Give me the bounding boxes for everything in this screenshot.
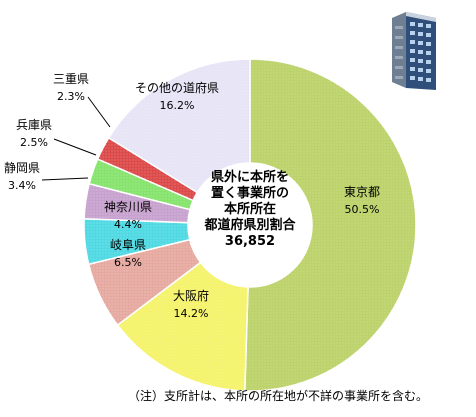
slice-label: 東京都 [344, 185, 380, 199]
center-label-line: 本所所在 [223, 202, 276, 217]
leader-line [41, 177, 89, 181]
center-label-line: 県外に本所を [210, 170, 289, 185]
slice-label: 三重県 [53, 72, 89, 86]
slice-texture [97, 137, 198, 201]
office-building-icon [392, 12, 436, 90]
slice-value-label: 4.4% [114, 218, 142, 231]
slice-label: 静岡県 [4, 161, 40, 175]
slice-value-label: 50.5% [345, 203, 380, 216]
slice-label: 兵庫県 [16, 118, 52, 132]
slice-label: その他の道府県 [135, 80, 219, 95]
slice-value-label: 3.4% [8, 179, 36, 192]
slice-texture [117, 262, 249, 391]
slice-texture [84, 218, 190, 265]
slice-value-label: 2.5% [20, 136, 48, 149]
slice-label: 岐阜県 [110, 238, 146, 252]
leader-line [53, 138, 97, 156]
slice-value-label: 6.5% [114, 256, 142, 269]
slice-value-label: 14.2% [174, 307, 209, 320]
slice-value-label: 2.3% [57, 90, 85, 103]
center-label: 県外に本所を 置く事業所の 本所所在 都道府県別割合 36,852 [180, 170, 320, 250]
leader-line [87, 96, 111, 128]
slice-texture [108, 59, 250, 193]
slice-texture [88, 239, 201, 326]
slice-label: 大阪府 [173, 288, 209, 303]
slice-label: 神奈川県 [104, 200, 152, 214]
footnote: （注）支所計は、本所の所在地が不詳の事業所を含む。 [128, 389, 429, 403]
slice-texture [244, 59, 416, 391]
center-total: 36,852 [224, 234, 276, 249]
slice-texture [84, 183, 190, 223]
slice-texture [89, 159, 194, 210]
center-label-line: 都道府県別割合 [204, 218, 296, 233]
center-label-line: 置く事業所の [210, 186, 289, 201]
slice-value-label: 16.2% [160, 99, 195, 112]
